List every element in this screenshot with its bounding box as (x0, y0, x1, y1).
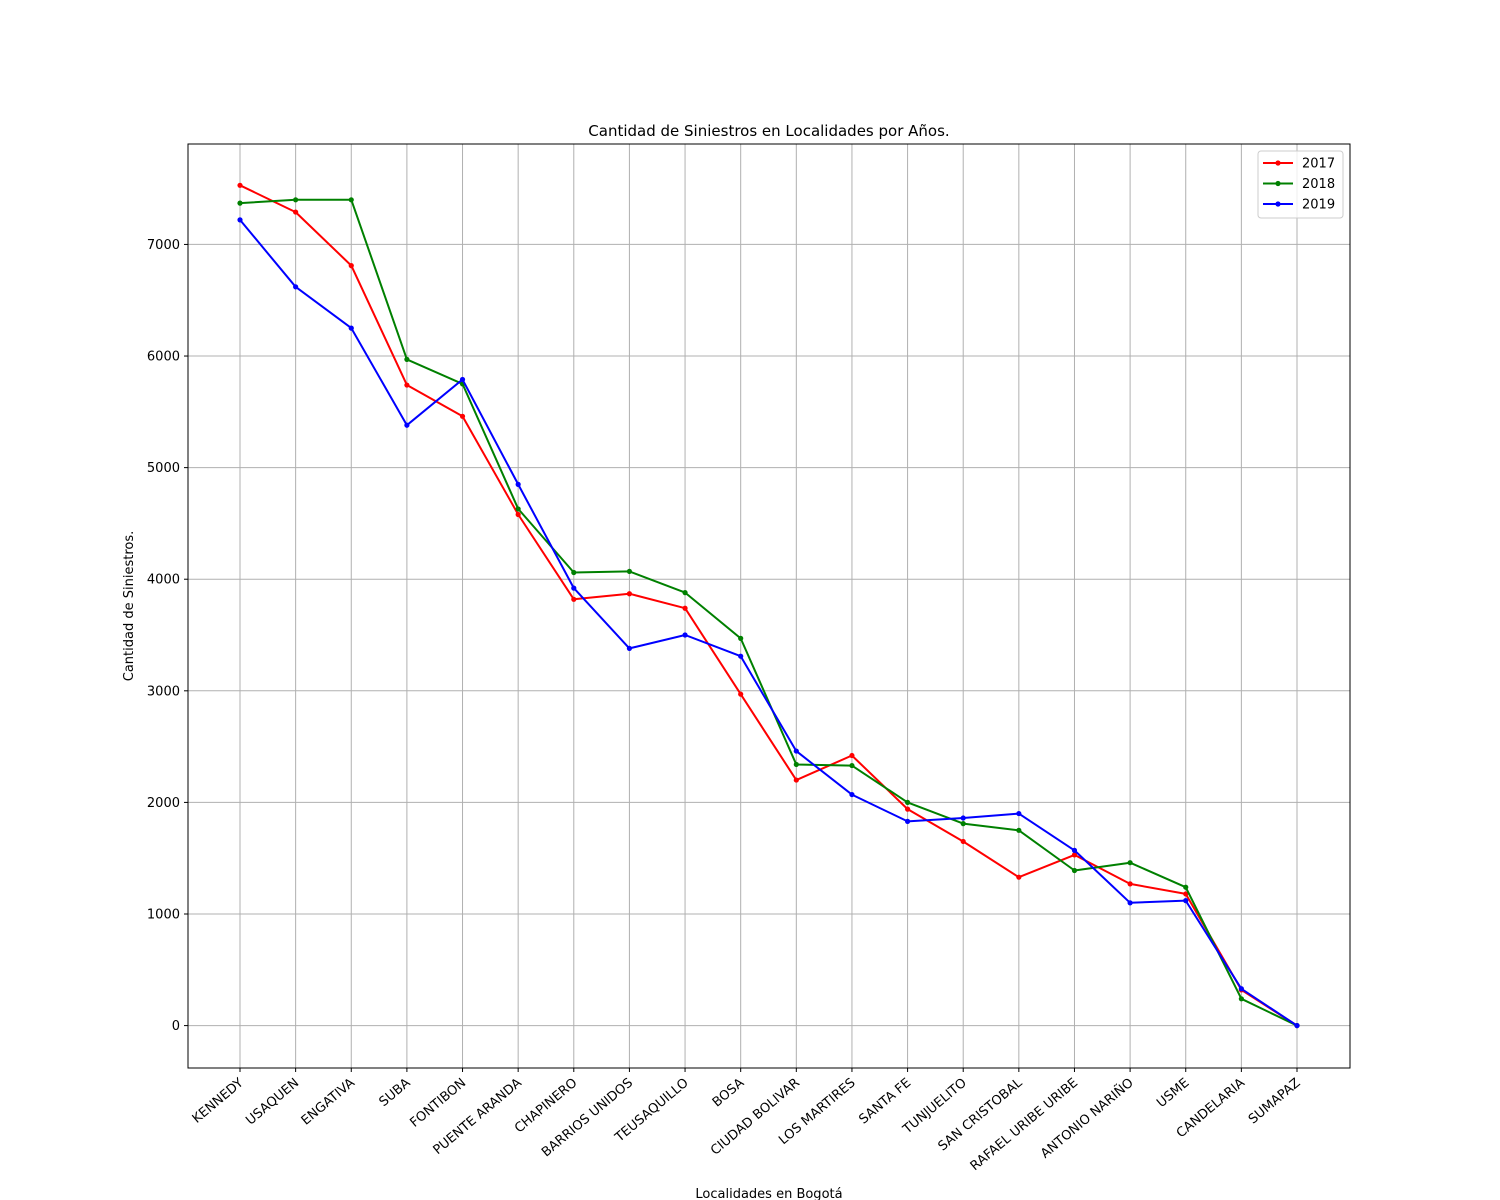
x-tick-label: KENNEDY (190, 1076, 247, 1127)
series-line (239, 198, 1298, 1027)
data-point (682, 590, 688, 596)
y-axis-title: Cantidad de Siniestros. (122, 531, 137, 681)
chart-title: Cantidad de Siniestros en Localidades po… (588, 122, 949, 140)
data-point (237, 200, 243, 206)
data-point (626, 645, 633, 652)
series-2017 (237, 182, 1300, 1029)
data-point (1183, 891, 1189, 897)
series-line (239, 184, 1298, 1027)
data-point (293, 284, 299, 290)
legend-marker (1275, 180, 1281, 187)
data-point (1016, 874, 1022, 880)
x-tick-label: USAQUEN (243, 1076, 302, 1129)
data-point (1071, 847, 1078, 853)
x-tick-label: SUBA (377, 1076, 414, 1110)
data-point (793, 748, 799, 754)
data-point (960, 821, 966, 827)
data-point (849, 791, 855, 798)
x-tick-label: SUMAPAZ (1246, 1076, 1304, 1128)
data-point (626, 568, 633, 575)
y-tick-label: 4000 (147, 573, 180, 588)
data-point (571, 596, 577, 602)
data-point (459, 376, 466, 383)
y-tick-label: 6000 (147, 350, 180, 365)
data-point (960, 815, 966, 821)
data-point (1016, 810, 1022, 817)
data-point (682, 605, 688, 611)
y-tick-label: 3000 (147, 684, 180, 699)
data-point (293, 209, 299, 215)
data-point (571, 569, 577, 576)
data-point (960, 838, 966, 845)
x-axis-title: Localidades en Bogotá (695, 1187, 842, 1200)
data-point (738, 635, 744, 641)
data-point (849, 752, 855, 759)
data-point (515, 506, 521, 512)
data-point (626, 591, 633, 597)
y-tick-label: 1000 (147, 908, 180, 923)
data-point (571, 585, 577, 591)
data-point (1016, 827, 1022, 833)
data-point (1183, 898, 1189, 904)
data-point (1183, 884, 1189, 890)
data-point (404, 356, 410, 362)
legend-label: 2017 (1302, 157, 1335, 172)
data-point (904, 799, 911, 806)
y-axis-ticks: 0 1000 2000 3000 4000 5000 6000 7000 (147, 238, 188, 1034)
legend-label: 2019 (1302, 198, 1335, 213)
series-line (239, 219, 1298, 1027)
data-point (348, 325, 354, 331)
legend-box (1257, 150, 1344, 219)
data-point (1127, 900, 1133, 906)
data-point (1294, 1022, 1300, 1029)
series-2018 (237, 197, 1300, 1029)
data-point (904, 818, 911, 824)
plot-frame (187, 143, 1351, 1069)
data-point (738, 691, 744, 697)
data-point (348, 263, 354, 269)
data-point (793, 761, 799, 768)
data-point (237, 217, 243, 223)
legend-marker (1275, 201, 1281, 207)
data-point (515, 481, 521, 487)
series-lines (237, 182, 1300, 1029)
data-point (404, 382, 410, 388)
x-tick-label: ANTONIO NARIÑO (1037, 1075, 1136, 1162)
y-tick-label: 7000 (147, 238, 180, 253)
data-point (793, 777, 799, 783)
data-point (1238, 986, 1244, 992)
data-point (904, 806, 911, 812)
data-point (237, 182, 243, 188)
x-tick-label: ENGATIVA (299, 1076, 358, 1129)
data-point (1071, 867, 1078, 874)
y-tick-label: 2000 (147, 796, 180, 811)
data-point (459, 413, 466, 419)
data-point (1127, 881, 1133, 887)
grid (188, 144, 1350, 1068)
x-tick-label: RAFAEL URIBE URIBE (968, 1076, 1081, 1174)
data-point (1071, 852, 1078, 858)
data-point (515, 511, 521, 518)
data-point (348, 197, 354, 203)
data-point (293, 197, 299, 203)
x-tick-label: USME (1154, 1076, 1192, 1111)
y-tick-label: 5000 (147, 461, 180, 476)
x-tick-label: BARRIOS UNIDOS (539, 1076, 636, 1161)
x-tick-label: SANTA FE (856, 1076, 914, 1128)
data-point (738, 653, 744, 659)
data-point (1127, 860, 1133, 866)
data-point (1238, 996, 1244, 1002)
legend: 2017 2018 2019 (1257, 150, 1344, 219)
x-tick-label: BOSA (710, 1076, 748, 1111)
data-point (849, 762, 855, 769)
series-2019 (237, 217, 1300, 1029)
legend-label: 2018 (1302, 177, 1335, 192)
data-point (682, 632, 688, 638)
y-tick-label: 0 (172, 1019, 180, 1034)
data-point (404, 422, 410, 428)
legend-marker (1275, 160, 1281, 166)
